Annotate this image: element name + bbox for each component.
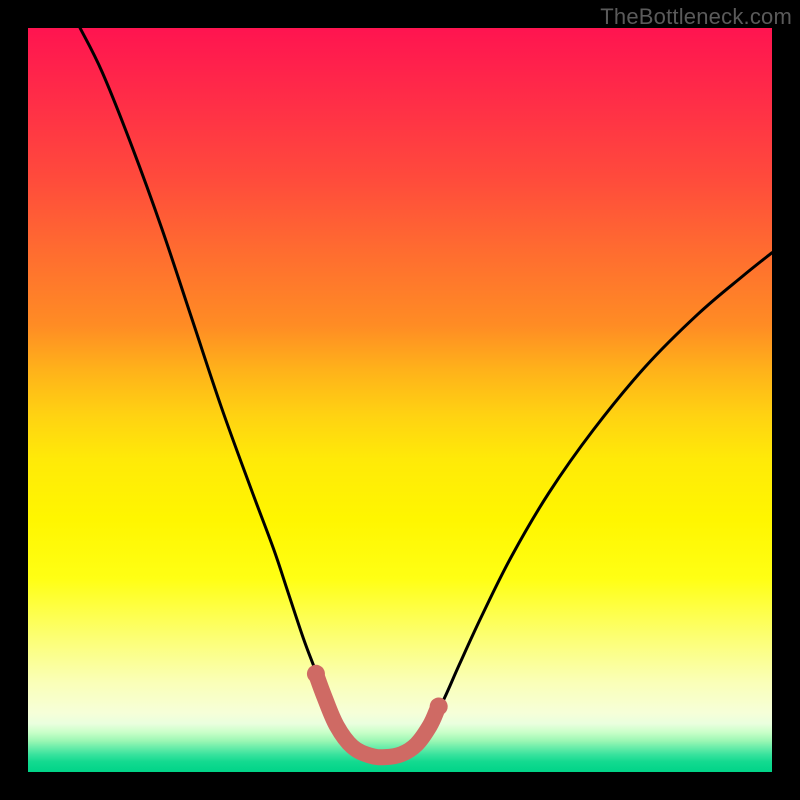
bottleneck-chart xyxy=(28,28,772,772)
watermark-text: TheBottleneck.com xyxy=(600,4,792,30)
plot-area xyxy=(28,28,772,772)
chart-background xyxy=(28,28,772,772)
chart-frame: TheBottleneck.com xyxy=(0,0,800,800)
